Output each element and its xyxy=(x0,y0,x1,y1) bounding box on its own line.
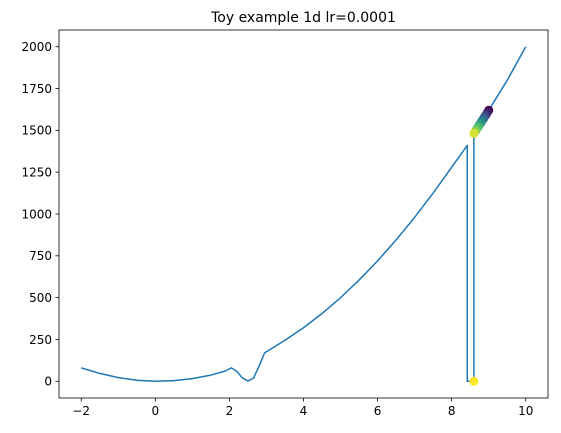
x-tick-label: 0 xyxy=(151,404,159,418)
y-tick-label: 250 xyxy=(29,333,52,347)
x-tick-label: 8 xyxy=(448,404,456,418)
scatter-point-13 xyxy=(469,377,478,386)
series-layer xyxy=(81,47,526,382)
y-tick-label: 500 xyxy=(29,291,52,305)
chart-title: Toy example 1d lr=0.0001 xyxy=(210,10,396,26)
y-tick-label: 0 xyxy=(44,375,52,389)
y-tick-label: 1500 xyxy=(21,124,52,138)
y-tick-label: 1750 xyxy=(21,82,52,96)
y-tick-label: 1250 xyxy=(21,165,52,179)
y-tick-label: 750 xyxy=(29,249,52,263)
x-tick-label: 6 xyxy=(374,404,382,418)
x-tick-label: 4 xyxy=(300,404,308,418)
x-tick-label: 10 xyxy=(518,404,533,418)
y-tick-label: 2000 xyxy=(21,40,52,54)
x-tick-label: 2 xyxy=(226,404,234,418)
scatter-point-12 xyxy=(469,129,478,138)
y-tick-label: 1000 xyxy=(21,207,52,221)
x-axis: −2 0 2 4 6 8 10 xyxy=(72,398,533,418)
series-line-0 xyxy=(81,47,526,382)
y-axis: 0 250 500 750 1000 1250 1500 1750 2000 xyxy=(21,40,59,389)
scatter-layer xyxy=(469,106,493,386)
x-tick-label: −2 xyxy=(72,404,90,418)
